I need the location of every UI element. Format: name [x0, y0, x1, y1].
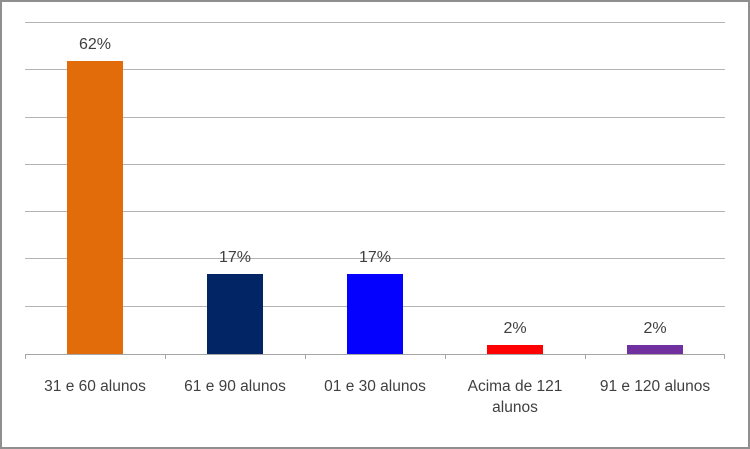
x-axis-tick — [445, 354, 446, 359]
gridline — [25, 69, 725, 71]
bar-group: 17% — [305, 23, 445, 354]
bar-value-label: 17% — [218, 248, 252, 266]
bar — [487, 344, 543, 354]
bar-group: 2% — [585, 23, 725, 354]
x-axis-category-label: 91 e 120 alunos — [599, 378, 711, 395]
bar — [347, 273, 403, 354]
x-axis-labels: 31 e 60 alunos 61 e 90 alunos 01 e 30 alun… — [25, 376, 725, 418]
x-axis-category-label: 31 e 60 alunos — [44, 378, 146, 395]
bar-value-label: 2% — [643, 319, 667, 337]
x-axis-tick — [724, 354, 725, 359]
plot-area: 62% 17% 17% 2% 2% — [25, 22, 725, 359]
bar-value-label: 2% — [503, 319, 527, 337]
x-axis-tick — [305, 354, 306, 359]
gridline — [25, 22, 725, 23]
bar-value-label: 17% — [358, 248, 392, 266]
bar-group: 17% — [165, 23, 305, 354]
bar — [627, 344, 683, 354]
bar-value-label: 62% — [78, 35, 112, 53]
gridline — [25, 258, 725, 260]
x-axis-tick — [165, 354, 166, 359]
x-axis-tick — [585, 354, 586, 359]
x-axis-category-label: 61 e 90 alunos — [184, 378, 286, 395]
gridline — [25, 163, 725, 165]
bar-group: 2% — [445, 23, 585, 354]
x-axis-tick — [25, 354, 26, 359]
x-axis-category-label: 01 e 30 alunos — [324, 378, 426, 395]
x-axis-category-label: Acima de 121 alunos — [467, 378, 563, 416]
bar — [207, 273, 263, 354]
gridline — [25, 211, 725, 213]
gridline — [25, 116, 725, 118]
bar-group: 62% — [25, 23, 165, 354]
bar — [67, 60, 123, 354]
